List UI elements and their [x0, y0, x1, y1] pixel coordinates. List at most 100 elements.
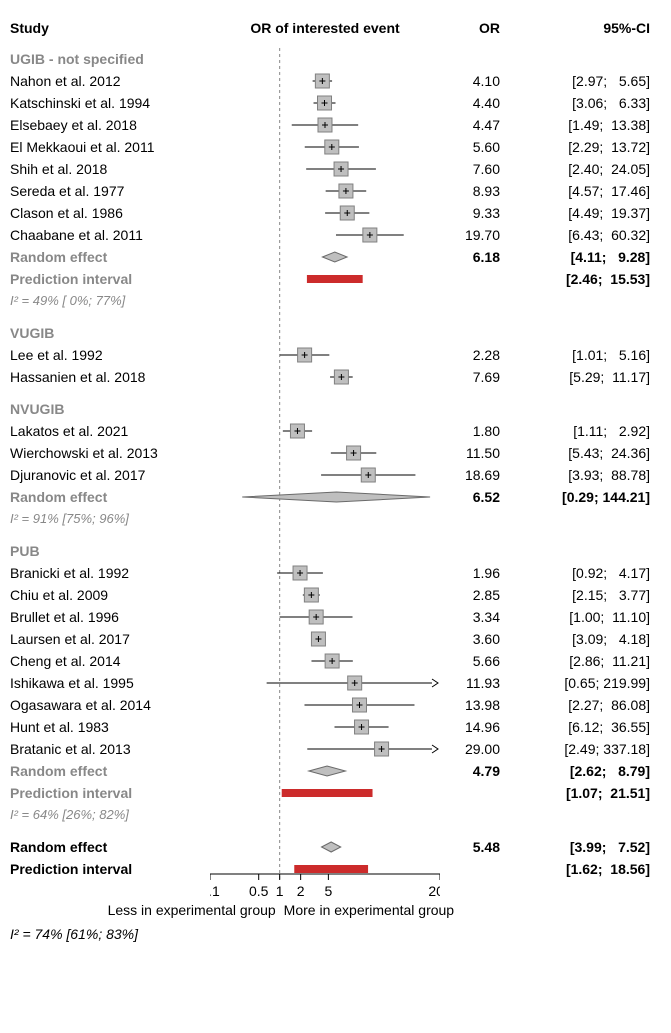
or-value: 1.96	[440, 562, 500, 584]
i2-label: I² = 64% [26%; 82%]	[10, 804, 661, 826]
row-plot-svg	[210, 606, 440, 628]
row-plot-svg	[210, 366, 440, 388]
row-plot-svg	[210, 114, 440, 136]
header-study: Study	[10, 20, 210, 36]
re-row: Random effect6.18[4.11; 9.28]	[10, 246, 661, 268]
pi-row: Prediction interval [2.46; 15.53]	[10, 268, 661, 290]
study-row: Bratanic et al. 2013 29.00[2.49; 337.18]	[10, 738, 661, 760]
or-value: 9.33	[440, 202, 500, 224]
study-label: Lee et al. 1992	[10, 344, 210, 366]
ci-value: [0.29; 144.21]	[500, 486, 650, 508]
overall-i2: I² = 74% [61%; 83%]	[10, 922, 661, 942]
study-row: Djuranovic et al. 201718.69[3.93; 88.78]	[10, 464, 661, 486]
ci-value: [2.40; 24.05]	[500, 158, 650, 180]
row-plot-svg	[210, 180, 440, 202]
ci-value: [1.49; 13.38]	[500, 114, 650, 136]
row-plot-svg	[210, 158, 440, 180]
study-row: Chaabane et al. 201119.70[6.43; 60.32]	[10, 224, 661, 246]
ci-value: [6.12; 36.55]	[500, 716, 650, 738]
row-plot-svg	[210, 486, 440, 508]
study-label: Branicki et al. 1992	[10, 562, 210, 584]
study-label: Prediction interval	[10, 782, 210, 804]
study-label: Ogasawara et al. 2014	[10, 694, 210, 716]
row-plot-svg	[210, 92, 440, 114]
or-value: 3.60	[440, 628, 500, 650]
ci-value: [2.29; 13.72]	[500, 136, 650, 158]
row-plot-svg	[210, 628, 440, 650]
ci-value: [2.97; 5.65]	[500, 70, 650, 92]
or-value: 2.28	[440, 344, 500, 366]
or-value: 14.96	[440, 716, 500, 738]
or-value: 5.48	[440, 836, 500, 858]
study-row: Shih et al. 20187.60[2.40; 24.05]	[10, 158, 661, 180]
ci-value: [2.27; 86.08]	[500, 694, 650, 716]
group-label: NVUGIB	[10, 398, 661, 420]
study-label: Chiu et al. 2009	[10, 584, 210, 606]
row-plot-svg	[210, 562, 440, 584]
ci-value: [2.15; 3.77]	[500, 584, 650, 606]
study-label: Bratanic et al. 2013	[10, 738, 210, 760]
or-value: 2.85	[440, 584, 500, 606]
study-row: Wierchowski et al. 201311.50[5.43; 24.36…	[10, 442, 661, 464]
study-label: Prediction interval	[10, 268, 210, 290]
svg-text:0.5: 0.5	[249, 883, 269, 899]
or-value: 4.40	[440, 92, 500, 114]
re-row: Random effect4.79[2.62; 8.79]	[10, 760, 661, 782]
study-row: Ogasawara et al. 2014 13.98[2.27; 86.08]	[10, 694, 661, 716]
row-plot-svg	[210, 442, 440, 464]
or-value: 6.18	[440, 246, 500, 268]
axis-row: 0.10.5125200	[10, 880, 661, 902]
svg-text:200: 200	[428, 883, 440, 899]
row-plot-svg	[210, 420, 440, 442]
ci-value: [5.29; 11.17]	[500, 366, 650, 388]
row-plot-svg	[210, 650, 440, 672]
study-row: Hunt et al. 198314.96[6.12; 36.55]	[10, 716, 661, 738]
ci-value: [2.46; 15.53]	[500, 268, 650, 290]
study-label: Random effect	[10, 760, 210, 782]
ci-value: [1.01; 5.16]	[500, 344, 650, 366]
ci-value: [1.07; 21.51]	[500, 782, 650, 804]
or-value: 5.66	[440, 650, 500, 672]
row-plot-svg	[210, 584, 440, 606]
header-ci: 95%-CI	[500, 20, 650, 36]
i2-label: I² = 49% [ 0%; 77%]	[10, 290, 661, 312]
row-plot-svg	[210, 70, 440, 92]
row-plot-svg	[210, 738, 440, 760]
study-row: Katschinski et al. 19944.40[3.06; 6.33]	[10, 92, 661, 114]
ci-value: [0.65; 219.99]	[500, 672, 650, 694]
study-label: Djuranovic et al. 2017	[10, 464, 210, 486]
row-plot-svg	[210, 836, 440, 858]
or-value: 13.98	[440, 694, 500, 716]
re-row: Random effect6.52[0.29; 144.21]	[10, 486, 661, 508]
study-row: Laursen et al. 20173.60[3.09; 4.18]	[10, 628, 661, 650]
or-value: 1.80	[440, 420, 500, 442]
study-label: Sereda et al. 1977	[10, 180, 210, 202]
or-value: 19.70	[440, 224, 500, 246]
header-row: StudyOR of interested eventOR95%-CI	[10, 20, 661, 36]
group-label: UGIB - not specified	[10, 48, 661, 70]
study-label: Hassanien et al. 2018	[10, 366, 210, 388]
or-value: 4.47	[440, 114, 500, 136]
study-row: Lee et al. 1992 2.28[1.01; 5.16]	[10, 344, 661, 366]
or-value: 29.00	[440, 738, 500, 760]
ci-value: [6.43; 60.32]	[500, 224, 650, 246]
or-value: 4.10	[440, 70, 500, 92]
or-value: 7.69	[440, 366, 500, 388]
study-label: Lakatos et al. 2021	[10, 420, 210, 442]
study-label: Random effect	[10, 836, 210, 858]
or-value: 4.79	[440, 760, 500, 782]
or-value: 11.93	[440, 672, 500, 694]
study-row: Clason et al. 19869.33[4.49; 19.37]	[10, 202, 661, 224]
svg-text:2: 2	[297, 883, 305, 899]
svg-text:1: 1	[276, 883, 284, 899]
ci-value: [3.99; 7.52]	[500, 836, 650, 858]
ci-value: [0.92; 4.17]	[500, 562, 650, 584]
row-plot-svg	[210, 464, 440, 486]
study-label: Prediction interval	[10, 858, 210, 880]
ci-value: [4.49; 19.37]	[500, 202, 650, 224]
ci-value: [2.49; 337.18]	[500, 738, 650, 760]
study-row: Elsebaey et al. 20184.47[1.49; 13.38]	[10, 114, 661, 136]
or-value: 3.34	[440, 606, 500, 628]
or-value: 5.60	[440, 136, 500, 158]
axis-labels: Less in experimental groupMore in experi…	[10, 902, 661, 922]
